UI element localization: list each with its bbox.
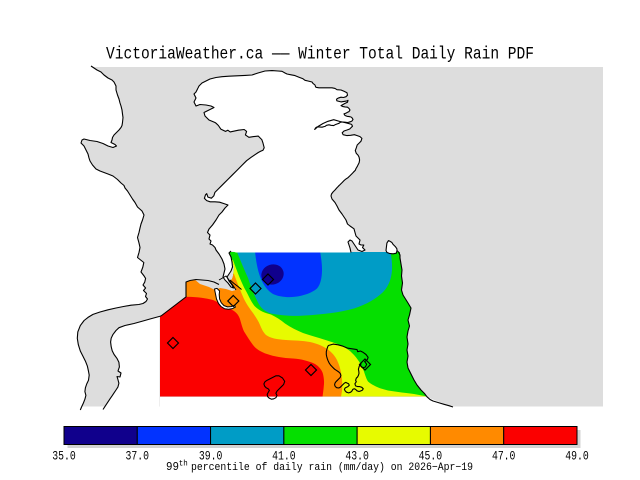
svg-text:47.0: 47.0 [492, 449, 516, 464]
svg-text:th: th [179, 459, 188, 469]
svg-text:percentile of daily rain (mm/d: percentile of daily rain (mm/day) on 202… [191, 462, 473, 474]
svg-text:35.0: 35.0 [52, 449, 76, 464]
svg-text:43.0: 43.0 [345, 449, 369, 464]
svg-text:39.0: 39.0 [199, 449, 223, 464]
svg-text:41.0: 41.0 [272, 449, 296, 464]
svg-text:VictoriaWeather.ca —— Winter T: VictoriaWeather.ca —— Winter Total Daily… [106, 45, 534, 65]
svg-text:99: 99 [166, 461, 179, 474]
svg-text:45.0: 45.0 [419, 449, 443, 464]
svg-text:37.0: 37.0 [126, 449, 150, 464]
svg-text:49.0: 49.0 [565, 449, 589, 464]
